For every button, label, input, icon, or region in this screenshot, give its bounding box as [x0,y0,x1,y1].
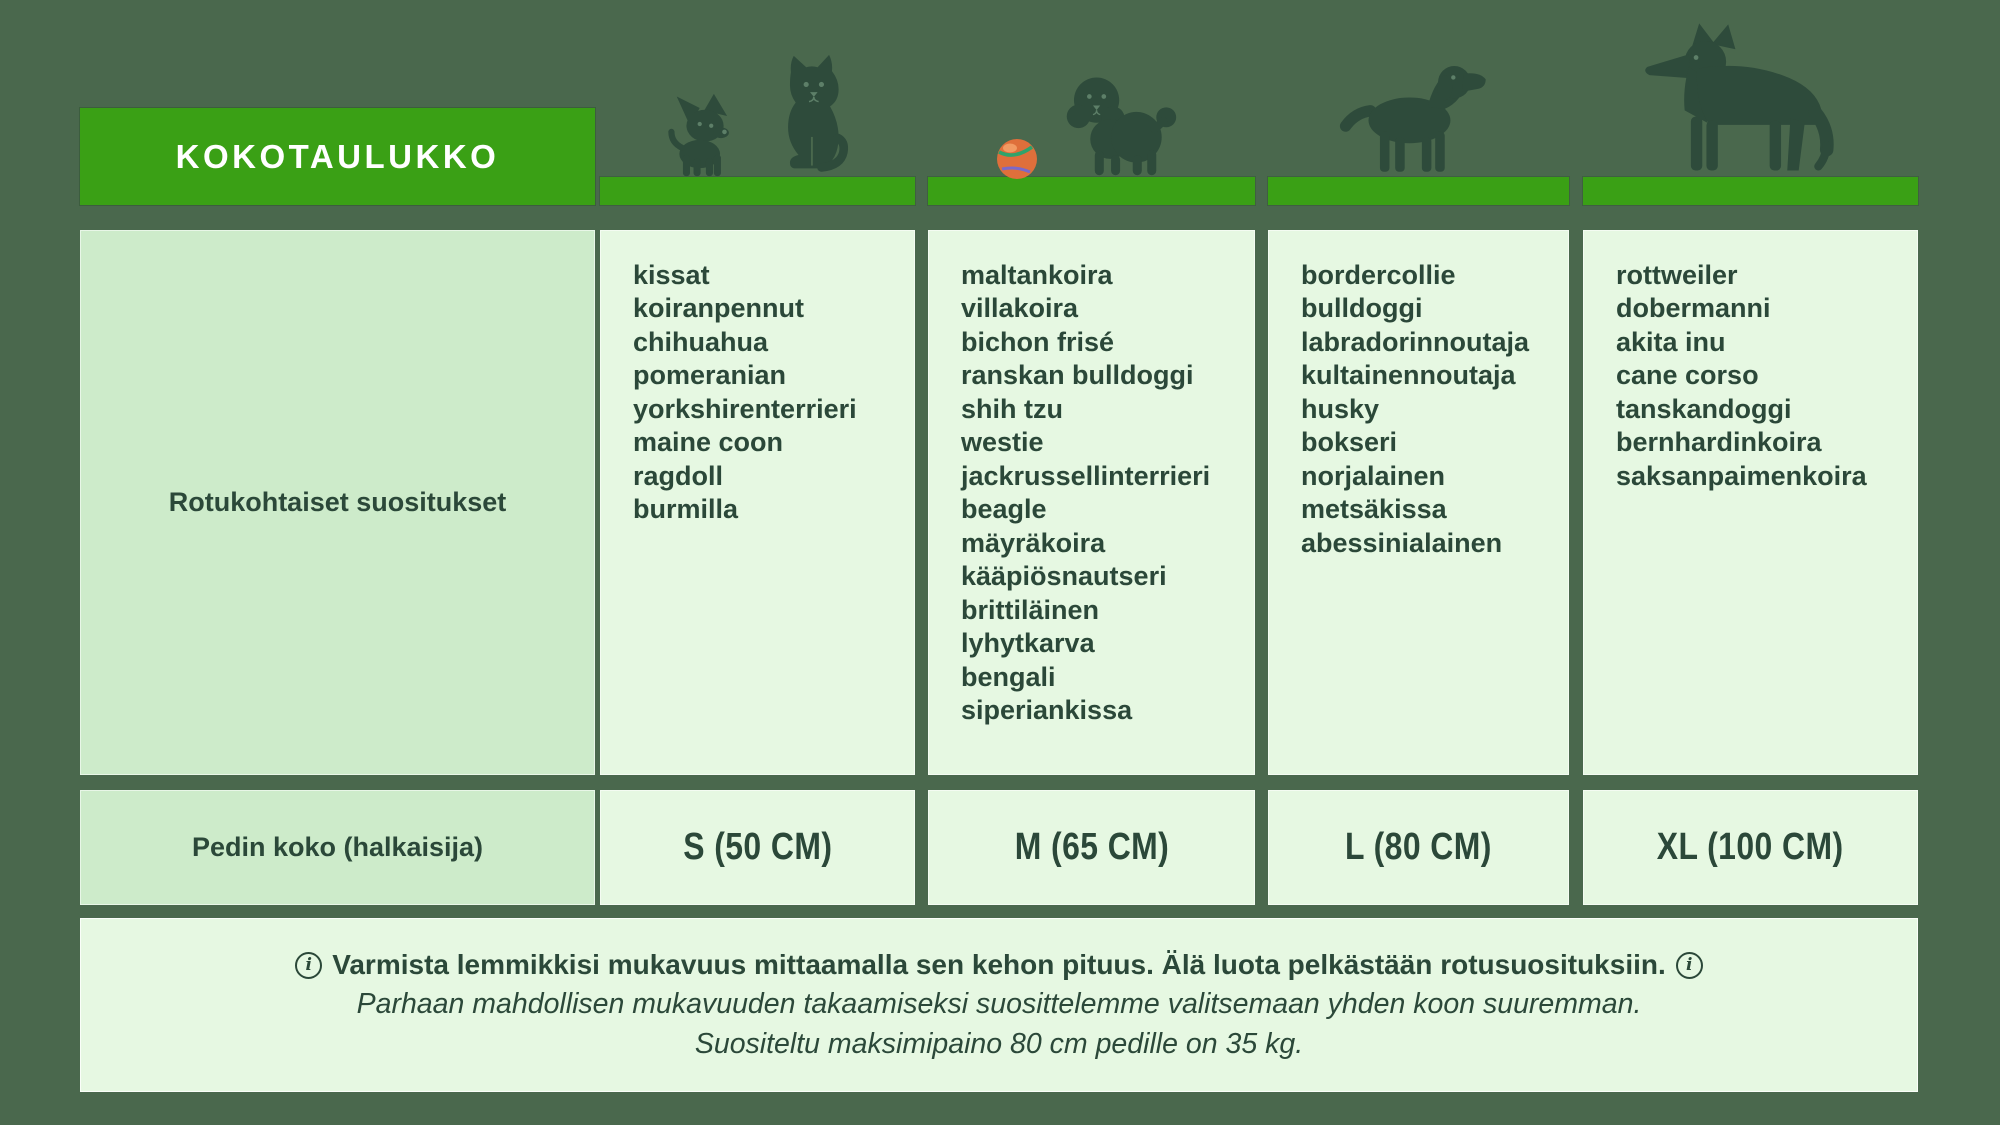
size-cell-m: M (65 CM) [928,790,1255,905]
breeds-cell-xl: rottweiler dobermanni akita inu cane cor… [1583,230,1918,775]
footer-bold-text: Varmista lemmikkisi mukavuus mittaamalla… [332,949,1666,980]
breed-list-l: bordercollie bulldoggi labradorinnoutaja… [1301,260,1530,558]
footer-italic-line-2: Suositeltu maksimipaino 80 cm pedille on… [694,1028,1304,1060]
column-l-animals [1268,0,1569,177]
info-icon: i [295,951,323,979]
breed-list-xl: rottweiler dobermanni akita inu cane cor… [1616,260,1867,491]
footer-bold-line: i Varmista lemmikkisi mukavuus mittaamal… [295,949,1703,981]
cat-icon [787,54,848,172]
german-shepherd-icon [1644,23,1834,171]
size-value-xl: XL (100 CM) [1657,826,1844,868]
breeds-row-label: Rotukohtaiset suositukset [168,487,507,517]
retriever-icon [1339,66,1486,172]
page-title: KOKOTAULUKKO [175,137,500,175]
column-xl-animals [1583,0,1918,177]
column-m-header-bar [928,177,1255,205]
size-value-l: L (80 CM) [1345,826,1492,868]
column-l-header-bar [1268,177,1569,205]
breeds-cell-l: bordercollie bulldoggi labradorinnoutaja… [1268,230,1569,775]
breed-list-m: maltankoira villakoira bichon frisé rans… [961,260,1211,726]
info-icon: i [1675,951,1703,979]
size-value-s: S (50 CM) [682,826,833,868]
size-row-label-cell: Pedin koko (halkaisija) [80,790,595,905]
size-value-m: M (65 CM) [1014,826,1169,868]
breeds-cell-m: maltankoira villakoira bichon frisé rans… [928,230,1255,775]
breeds-cell-s: kissat koiranpennut chihuahua pomeranian… [600,230,915,775]
column-xl-header-bar [1583,177,1918,205]
chart-title-banner: KOKOTAULUKKO [80,108,595,205]
breeds-row-label-cell: Rotukohtaiset suositukset [80,230,595,775]
footer-italic-line-1: Parhaan mahdollisen mukavuuden takaamise… [356,988,1642,1020]
breed-list-s: kissat koiranpennut chihuahua pomeranian… [633,260,857,525]
size-cell-s: S (50 CM) [600,790,915,905]
column-s-header-bar [600,177,915,205]
column-m-animals [928,0,1255,179]
size-cell-xl: XL (100 CM) [1583,790,1918,905]
ball-icon [996,139,1037,179]
poodle-icon [1066,77,1176,176]
size-cell-l: L (80 CM) [1268,790,1569,905]
column-s-animals [600,0,915,177]
size-row-label: Pedin koko (halkaisija) [191,832,484,862]
chihuahua-icon [667,93,729,177]
footer-note: i Varmista lemmikkisi mukavuus mittaamal… [80,918,1918,1092]
